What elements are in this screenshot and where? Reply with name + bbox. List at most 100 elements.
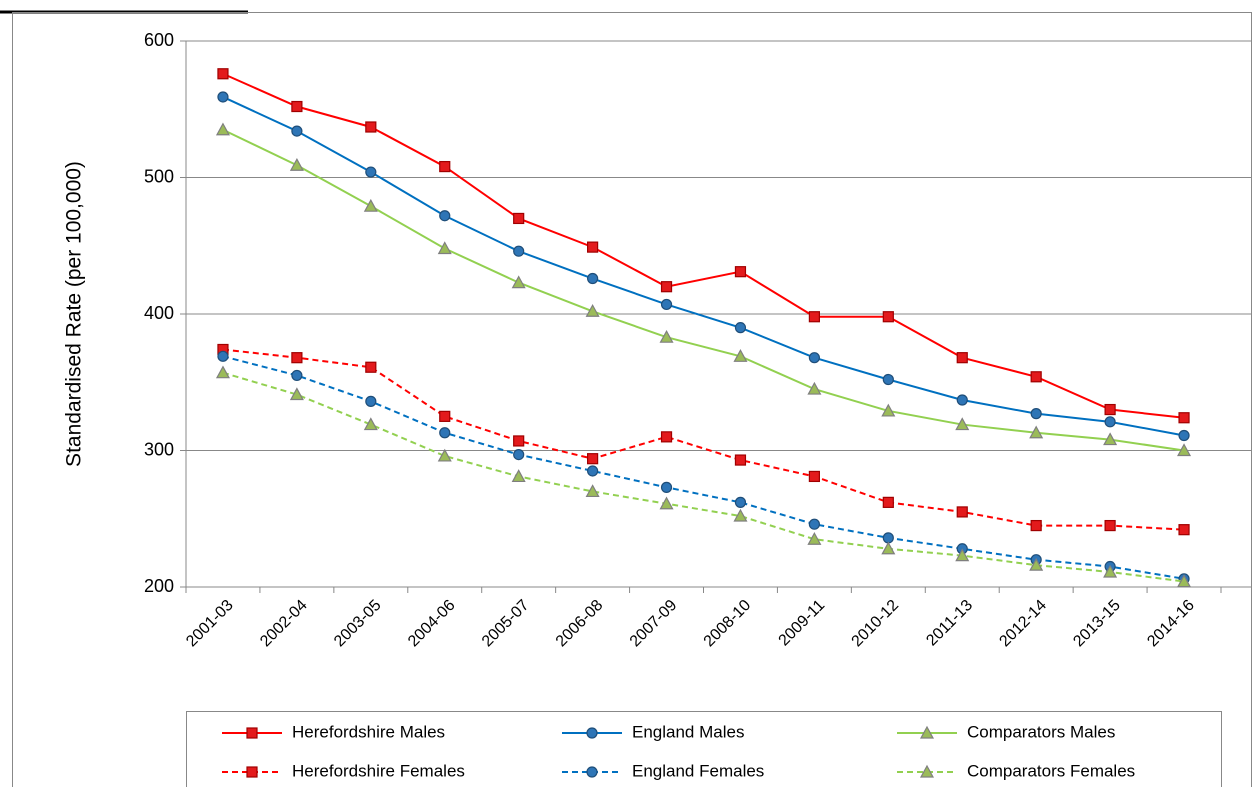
legend-box	[186, 711, 1222, 792]
marker	[289, 387, 304, 401]
marker	[513, 212, 525, 225]
marker	[734, 454, 747, 466]
marker	[439, 160, 451, 173]
marker	[1030, 519, 1042, 532]
marker	[956, 394, 968, 406]
marker	[513, 448, 525, 461]
marker	[660, 281, 673, 293]
series-line	[222, 96, 1185, 437]
marker	[660, 481, 673, 493]
marker	[586, 727, 598, 739]
marker	[808, 311, 820, 323]
marker	[365, 361, 377, 373]
marker	[733, 508, 748, 522]
x-tick-label: 2006-08	[553, 597, 607, 651]
x-tick-label: 2010-12	[849, 597, 903, 651]
series-line	[222, 355, 1185, 580]
marker	[585, 304, 600, 317]
marker	[513, 435, 525, 447]
series-line	[222, 371, 1185, 583]
marker	[734, 266, 747, 278]
marker	[660, 431, 673, 443]
legend-label: England Males	[632, 722, 744, 741]
marker	[1030, 371, 1042, 383]
marker	[217, 91, 229, 103]
x-tick-label: 2013-15	[1070, 597, 1124, 651]
x-tick-label: 2011-13	[923, 597, 976, 650]
marker	[1178, 429, 1190, 442]
marker	[439, 410, 451, 422]
marker	[659, 496, 674, 510]
legend-label: Comparators Females	[967, 761, 1135, 780]
legend-label: Herefordshire Males	[292, 722, 445, 741]
y-tick-label: 600	[144, 30, 174, 50]
marker	[955, 417, 970, 431]
marker	[291, 125, 303, 137]
marker	[439, 427, 451, 439]
marker	[365, 121, 377, 133]
marker	[882, 373, 894, 386]
marker	[882, 311, 894, 323]
marker	[1104, 416, 1116, 428]
marker	[217, 350, 229, 362]
marker	[291, 352, 303, 364]
marker	[289, 157, 304, 171]
marker	[246, 766, 258, 778]
y-axis-label: Standardised Rate (per 100,000)	[63, 161, 86, 467]
x-tick-label: 2001-03	[183, 597, 237, 651]
marker	[1104, 519, 1116, 532]
x-tick-label: 2008-10	[701, 597, 755, 651]
marker	[955, 548, 970, 562]
legend-label: Comparators Males	[967, 722, 1115, 741]
marker	[511, 275, 526, 289]
marker	[808, 518, 820, 530]
marker	[807, 531, 822, 545]
marker	[881, 403, 896, 417]
x-tick-label: 2014-16	[1144, 597, 1198, 651]
marker	[291, 100, 303, 113]
marker	[215, 122, 230, 136]
marker	[1177, 443, 1192, 457]
marker	[733, 349, 748, 362]
x-tick-label: 2003-05	[331, 597, 385, 651]
marker	[1103, 564, 1118, 578]
marker	[1177, 574, 1192, 588]
marker	[246, 727, 258, 739]
series-line	[222, 348, 1185, 531]
marker	[587, 465, 599, 477]
marker	[365, 166, 377, 178]
x-tick-label: 2009-11	[776, 597, 829, 650]
marker	[1104, 403, 1116, 416]
chart-frame	[12, 12, 1252, 792]
marker	[808, 352, 820, 364]
marker	[659, 329, 674, 343]
marker	[1103, 432, 1118, 446]
marker	[587, 272, 599, 285]
marker	[919, 725, 935, 739]
y-tick-label: 200	[144, 576, 174, 596]
marker	[882, 532, 894, 544]
marker	[363, 198, 378, 212]
legend-label: Herefordshire Females	[292, 761, 465, 780]
marker	[956, 352, 968, 364]
marker	[586, 766, 598, 778]
marker	[365, 395, 377, 407]
y-tick-label: 300	[144, 439, 174, 459]
marker	[1178, 412, 1190, 424]
marker	[734, 496, 747, 508]
marker	[734, 322, 747, 334]
marker	[291, 369, 303, 382]
x-tick-label: 2012-14	[996, 597, 1050, 651]
marker	[808, 470, 820, 483]
x-tick-label: 2002-04	[257, 597, 311, 651]
marker	[437, 448, 452, 462]
marker	[511, 469, 526, 483]
marker	[363, 417, 378, 431]
series-line	[222, 72, 1185, 419]
series-line	[222, 128, 1185, 452]
marker	[587, 241, 599, 253]
marker	[587, 453, 599, 465]
marker	[585, 484, 600, 498]
